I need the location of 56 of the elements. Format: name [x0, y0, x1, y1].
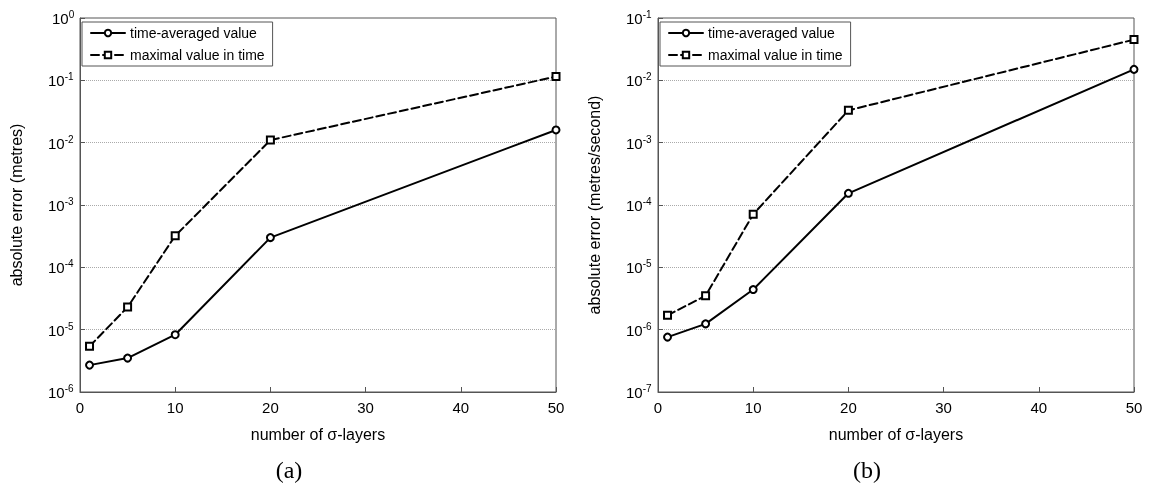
- point: [748, 209, 758, 219]
- x-tick-label: 30: [935, 399, 952, 416]
- point: [551, 72, 561, 82]
- y-tick-label: 10$^{-4}$: [48, 258, 74, 277]
- legend-label: time-averaged value: [708, 25, 836, 41]
- y-tick-label: 10$^{-1}$: [48, 71, 74, 90]
- x-tick-label: 0: [653, 399, 663, 416]
- x-tick-label: 50: [1125, 399, 1143, 416]
- x-axis-title: number of σ-layers: [828, 425, 964, 443]
- y-tick-label: 10$^{-6}$: [48, 383, 74, 401]
- x-axis-title: number of σ-layers: [250, 425, 386, 443]
- y-tick-label: 10$^{-3}$: [48, 196, 74, 214]
- x-tick-label: 20: [840, 399, 857, 416]
- legend-label: time-averaged value: [130, 25, 258, 41]
- point: [663, 310, 673, 320]
- point: [123, 302, 133, 312]
- x-tick-label: 40: [1030, 399, 1048, 416]
- x-tick-label: 40: [452, 399, 470, 416]
- point: [1129, 35, 1139, 45]
- point: [663, 332, 673, 342]
- point: [85, 341, 95, 351]
- x-tick-label: 10: [166, 399, 184, 416]
- point: [265, 233, 275, 243]
- y-tick-label: 10$^{-5}$: [48, 320, 74, 339]
- x-tick-label: 0: [75, 399, 85, 416]
- point: [701, 291, 711, 301]
- y-tick-label: 10$^{-2}$: [626, 71, 652, 90]
- y-tick-label: 10$^{0}$: [52, 9, 75, 27]
- y-tick-label: 10$^{-1}$: [626, 9, 652, 27]
- y-axis-title: absolute error (metres): [7, 123, 25, 287]
- y-tick-label: 10$^{-4}$: [626, 196, 652, 214]
- point: [170, 330, 180, 340]
- point: [85, 360, 95, 370]
- point: [701, 319, 711, 329]
- point: [843, 188, 853, 198]
- point: [170, 231, 180, 241]
- x-tick-label: 10: [744, 399, 762, 416]
- y-tick-label: 10$^{-7}$: [626, 383, 652, 401]
- point: [551, 125, 561, 135]
- point: [843, 105, 853, 115]
- y-tick-label: 10$^{-6}$: [626, 320, 652, 339]
- x-tick-label: 30: [357, 399, 374, 416]
- y-tick-label: 10$^{-5}$: [626, 258, 652, 277]
- point: [1129, 64, 1139, 74]
- x-tick-label: 20: [262, 399, 279, 416]
- text: (b): [853, 457, 881, 483]
- point: [748, 285, 758, 295]
- x-tick-label: 50: [547, 399, 565, 416]
- text: (a): [275, 457, 303, 483]
- y-tick-label: 10$^{-2}$: [48, 133, 74, 152]
- point: [265, 135, 275, 145]
- legend-label: maximal value in time: [130, 47, 265, 63]
- legend-label: maximal value in time: [708, 47, 843, 63]
- point: [123, 353, 133, 363]
- y-axis-title: absolute error (metres/second): [585, 95, 603, 315]
- y-tick-label: 10$^{-3}$: [626, 133, 652, 152]
